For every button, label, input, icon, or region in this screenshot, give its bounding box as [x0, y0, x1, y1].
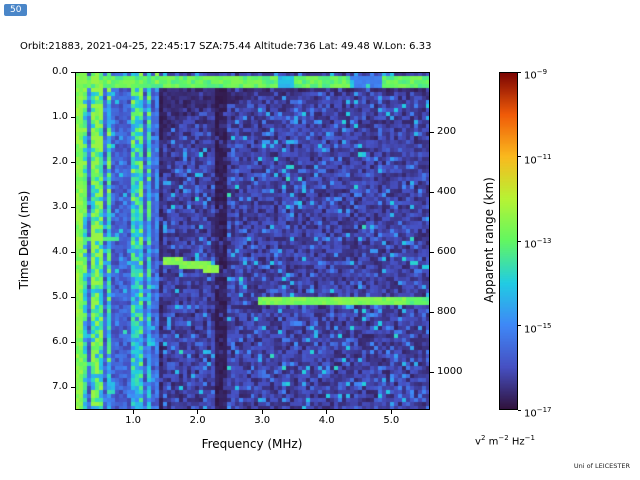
y2-tick-label: 400 [437, 186, 457, 198]
y2-tick-mark [430, 371, 434, 373]
y-tick-mark [71, 71, 75, 73]
y-tick-label: 5.0 [52, 291, 68, 303]
plot-title: Orbit:21883, 2021-04-25, 22:45:17 SZA:75… [20, 41, 432, 52]
y-tick-mark [71, 206, 75, 208]
x-tick-label: 5.0 [383, 415, 400, 426]
y-tick-label: 4.0 [52, 246, 68, 258]
y-tick-mark [71, 386, 75, 388]
colorbar-unit-label: v2 m−2 Hz−1 [445, 434, 565, 447]
x-tick-label: 2.0 [189, 415, 206, 426]
x-axis-label: Frequency (MHz) [201, 437, 303, 451]
y-tick-mark [71, 296, 75, 298]
y-tick-label: 3.0 [52, 201, 68, 213]
x-tick-mark [132, 410, 134, 414]
colorbar-tick-label: 10−17 [524, 406, 552, 420]
y-tick-mark [71, 116, 75, 118]
unit-part: m [485, 436, 499, 448]
y-tick-label: 1.0 [52, 111, 68, 123]
y2-tick-label: 800 [437, 306, 457, 318]
x-tick-mark [390, 410, 392, 414]
colorbar-tick-mark [518, 71, 521, 73]
x-tick-mark [326, 410, 328, 414]
colorbar-tick-label: 10−15 [524, 321, 552, 335]
y-tick-label: 2.0 [52, 156, 68, 168]
colorbar-tick-label: 10−13 [524, 237, 552, 251]
unit-part: v [475, 436, 481, 448]
y2-tick-label: 200 [437, 126, 457, 138]
colorbar-tick-label: 10−9 [524, 68, 548, 82]
colorbar-tick-mark [518, 156, 521, 157]
x-tick-label: 4.0 [318, 415, 335, 426]
y2-tick-mark [430, 251, 434, 253]
corner-badge: 50 [4, 4, 28, 16]
heatmap-canvas [75, 72, 430, 410]
y-tick-label: 7.0 [52, 381, 68, 393]
x-tick-label: 3.0 [254, 415, 271, 426]
colorbar-canvas [499, 72, 518, 410]
x-tick-label: 1.0 [125, 415, 142, 426]
unit-part: Hz [508, 436, 525, 448]
unit-exp: −2 [498, 434, 509, 442]
y-tick-label: 6.0 [52, 336, 68, 348]
colorbar-tick-label: 10−11 [524, 152, 552, 166]
y2-tick-label: 1000 [437, 366, 463, 378]
y2-tick-mark [430, 131, 434, 133]
colorbar-tick-mark [518, 325, 521, 326]
y-tick-mark [71, 161, 75, 163]
x-tick-mark [197, 410, 199, 414]
colorbar-tick-mark [518, 240, 521, 242]
y2-tick-label: 600 [437, 246, 457, 258]
colorbar-tick-mark [518, 409, 521, 411]
y2-tick-mark [430, 311, 434, 313]
credit-text: Uni of LEICESTER [573, 462, 630, 470]
y-tick-mark [71, 251, 75, 253]
y2-axis-label: Apparent range (km) [482, 177, 496, 303]
y2-tick-mark [430, 191, 434, 193]
x-tick-mark [261, 410, 263, 414]
unit-exp: −1 [524, 434, 535, 442]
unit-exp: 2 [480, 434, 486, 442]
y-tick-mark [71, 341, 75, 343]
y-tick-label: 0.0 [52, 66, 68, 77]
